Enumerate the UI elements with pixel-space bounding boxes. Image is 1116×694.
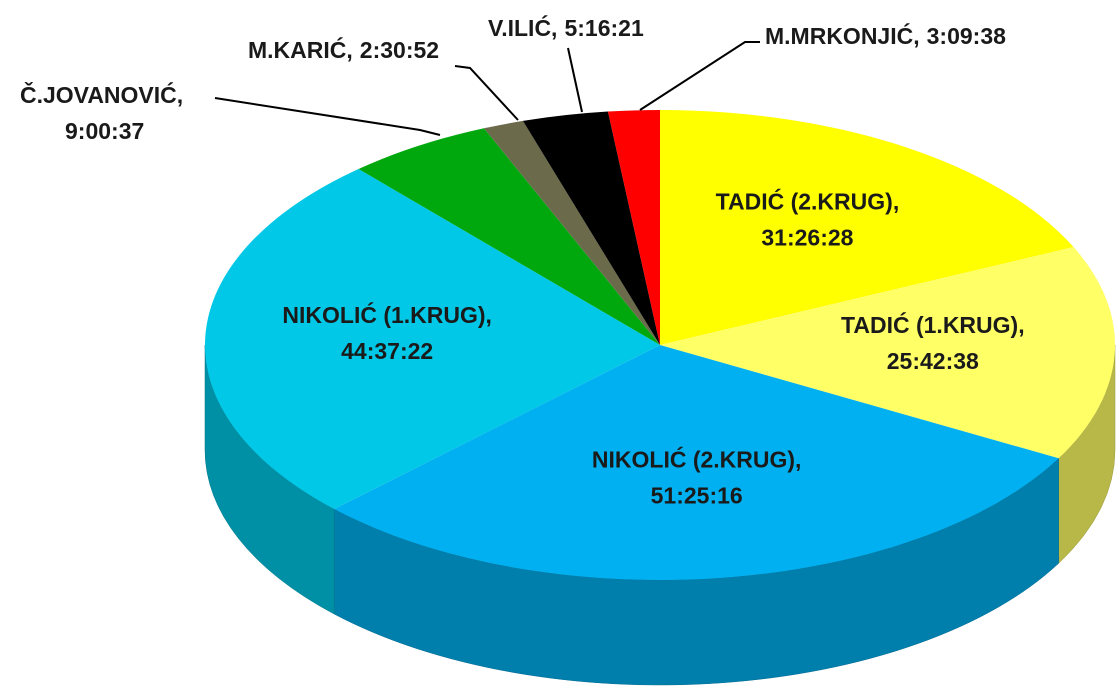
label-category: TADIĆ (2.KRUG), [716, 187, 900, 214]
leader-line [567, 47, 583, 113]
leader-line [214, 97, 441, 136]
label-text: TADIĆ (1.KRUG), 25:42:38 [841, 311, 1025, 374]
label-text: Č.JOVANOVIĆ, 9:00:37 [20, 81, 183, 144]
label-value: 2:30:52 [360, 37, 439, 63]
label-value: 51:25:16 [651, 483, 743, 509]
label-category: M.MRKONJIĆ, [765, 22, 920, 49]
slice [204, 168, 661, 510]
slice [660, 247, 1115, 459]
slice [358, 128, 660, 345]
slice-label: Č.JOVANOVIĆ, 9:00:37 [20, 81, 441, 144]
label-text: TADIĆ (2.KRUG), 31:26:28 [716, 187, 900, 250]
slice-label: TADIĆ (1.KRUG), 25:42:38 [841, 311, 1025, 374]
label-text: NIKOLIĆ (1.KRUG), 44:37:22 [282, 301, 492, 364]
slice-label: M.KARIĆ, 2:30:52 [248, 36, 519, 121]
label-value: 9:00:37 [65, 118, 144, 144]
slice-label: M.MRKONJIĆ, 3:09:38 [639, 22, 1006, 111]
label-category: Č.JOVANOVIĆ, [20, 81, 183, 108]
label-category: V.ILIĆ, [488, 14, 557, 41]
label-text: M.MRKONJIĆ, 3:09:38 [765, 22, 1006, 49]
label-value: 3:09:38 [927, 23, 1006, 49]
slice [660, 110, 1074, 345]
label-text: V.ILIĆ, 5:16:21 [488, 14, 644, 41]
label-value: 5:16:21 [564, 15, 643, 41]
slice [522, 111, 660, 345]
label-text: M.KARIĆ, 2:30:52 [248, 36, 439, 63]
slice-label: NIKOLIĆ (1.KRUG), 44:37:22 [282, 301, 492, 364]
label-value: 44:37:22 [341, 338, 433, 364]
slice [334, 345, 1059, 581]
leader-line [639, 41, 760, 111]
slice-label: TADIĆ (2.KRUG), 31:26:28 [716, 187, 900, 250]
leader-line [454, 65, 519, 121]
slice-label: NIKOLIĆ (2.KRUG), 51:25:16 [592, 446, 802, 509]
slice-label: V.ILIĆ, 5:16:21 [488, 14, 644, 113]
slice [483, 120, 660, 346]
label-category: NIKOLIĆ (1.KRUG), [282, 301, 492, 328]
label-text: NIKOLIĆ (2.KRUG), 51:25:16 [592, 446, 802, 509]
label-value: 25:42:38 [887, 348, 979, 374]
label-category: NIKOLIĆ (2.KRUG), [592, 446, 802, 473]
label-category: TADIĆ (1.KRUG), [841, 311, 1025, 338]
slice [607, 110, 660, 345]
label-category: M.KARIĆ, [248, 36, 353, 63]
label-value: 31:26:28 [761, 224, 853, 250]
